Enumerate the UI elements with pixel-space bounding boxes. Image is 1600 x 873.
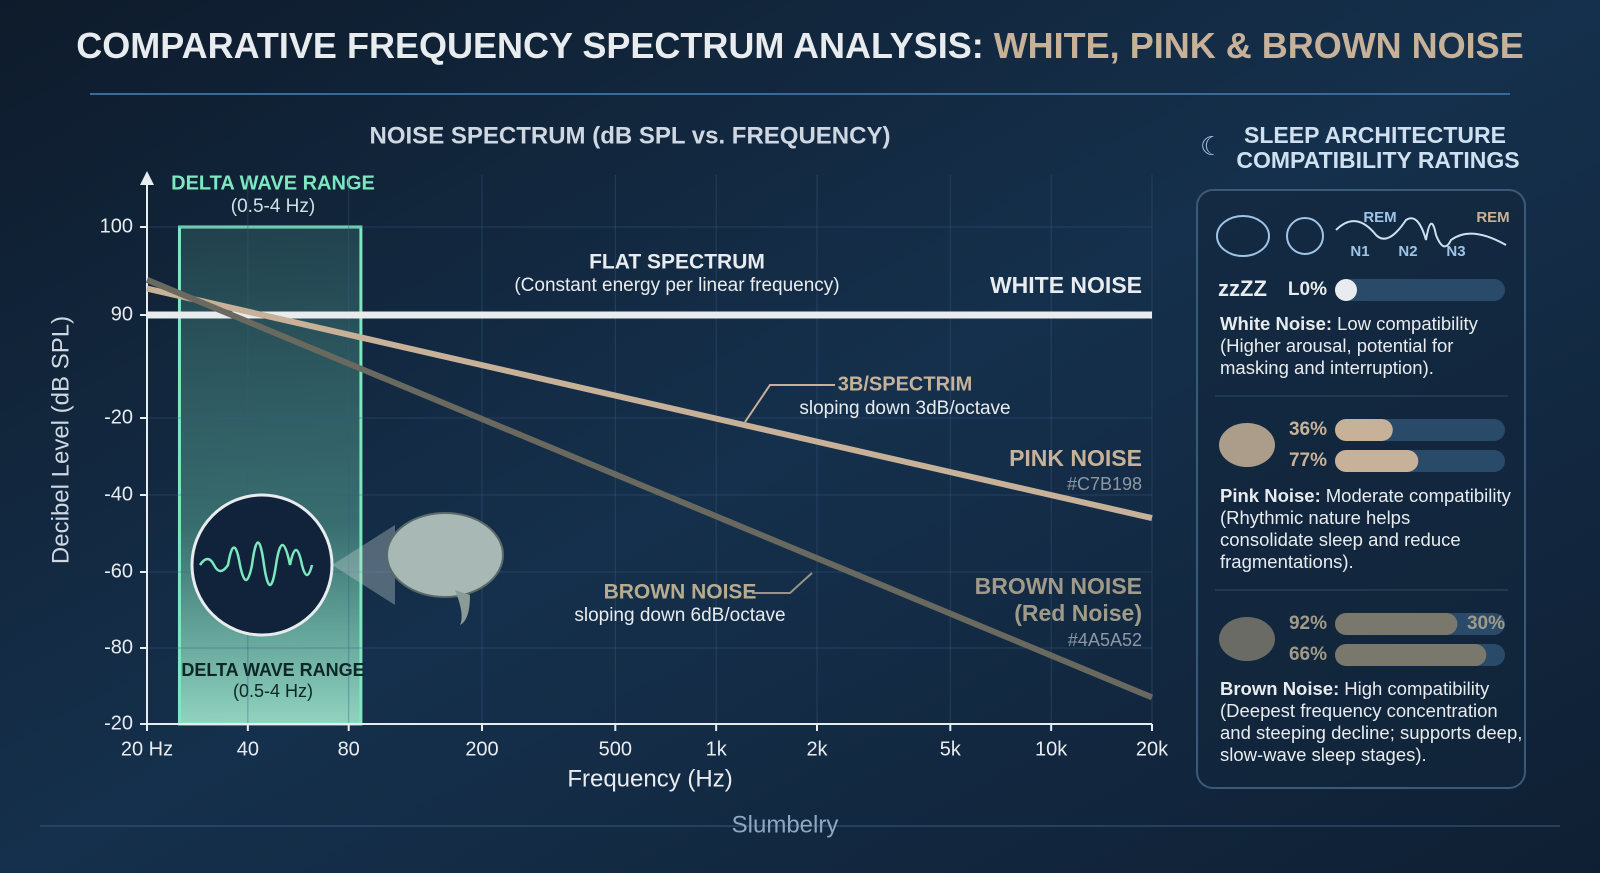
wave-icon xyxy=(190,493,334,637)
sleep-icon: zzZZ xyxy=(1218,276,1267,301)
stage-label: N2 xyxy=(1398,243,1417,260)
brain-icon xyxy=(1219,617,1275,661)
page-title: COMPARATIVE FREQUENCY SPECTRUM ANALYSIS:… xyxy=(76,25,1523,66)
plot: DELTA WAVE RANGE(0.5-4 Hz)DELTA WAVE RAN… xyxy=(100,171,1169,760)
panel-title: SLEEP ARCHITECTURE xyxy=(1244,122,1506,148)
x-tick-label: 1k xyxy=(706,738,728,760)
series-label: WHITE NOISE xyxy=(990,272,1142,298)
rating-desc-line: High compatibility xyxy=(1344,678,1490,699)
rating-bar xyxy=(1335,644,1487,666)
series-line xyxy=(146,285,1153,522)
rating-name: Pink Noise: xyxy=(1220,485,1321,506)
y-axis-arrow xyxy=(140,171,154,185)
y-tick-label: -20 xyxy=(104,406,133,428)
brain-icon xyxy=(455,590,470,625)
rating-desc-line: masking and interruption). xyxy=(1220,357,1434,378)
y-tick-label: -60 xyxy=(104,560,133,582)
rating-desc-line: slow-wave sleep stages). xyxy=(1220,744,1427,765)
rating-desc: White Noise: Low compatibility xyxy=(1220,313,1479,334)
annotation: sloping down 3dB/octave xyxy=(799,398,1010,419)
x-tick-label: 10k xyxy=(1035,738,1068,760)
stage-label: REM xyxy=(1476,209,1509,226)
rating-bar xyxy=(1335,613,1458,635)
x-tick-label: 80 xyxy=(338,738,360,760)
series-label: BROWN NOISE xyxy=(975,573,1142,599)
band-sublabel: (0.5-4 Hz) xyxy=(233,681,313,701)
annotation: FLAT SPECTRUM xyxy=(589,251,765,274)
annotation: sloping down 6dB/octave xyxy=(574,605,785,626)
rating-label: 66% xyxy=(1289,644,1327,665)
panel xyxy=(1196,189,1526,789)
rating-bar xyxy=(1335,419,1393,441)
rating-desc-line: consolidate sleep and reduce xyxy=(1220,529,1461,550)
rating-desc: Pink Noise: Moderate compatibility xyxy=(1220,485,1512,506)
rating-track xyxy=(1335,279,1505,301)
x-tick-label: 20 Hz xyxy=(121,738,173,760)
x-tick-label: 40 xyxy=(237,738,259,760)
rating-desc-line: Moderate compatibility xyxy=(1326,485,1512,506)
hypnogram xyxy=(1335,217,1507,248)
rating-label: 77% xyxy=(1289,450,1327,471)
band-sublabel: (0.5-4 Hz) xyxy=(231,196,315,217)
y-tick-label: 100 xyxy=(100,215,133,237)
rating-desc-line: (Rhythmic nature helps xyxy=(1220,507,1410,528)
wave-icon xyxy=(198,541,314,587)
brain-icon xyxy=(386,512,504,598)
x-tick-label: 20k xyxy=(1136,738,1169,760)
x-tick-label: 2k xyxy=(806,738,828,760)
x-axis-label: Frequency (Hz) xyxy=(567,765,732,792)
stage-label: N1 xyxy=(1350,243,1369,260)
leader-line xyxy=(744,384,835,423)
rating-name: Brown Noise: xyxy=(1220,678,1339,699)
annotation: BROWN NOISE xyxy=(604,581,757,604)
brand: Slumbelry xyxy=(732,811,839,838)
rating-name: White Noise: xyxy=(1220,313,1332,334)
rating-desc-line: fragmentations). xyxy=(1220,551,1354,572)
rating-desc-line: and steeping decline; supports deep, xyxy=(1220,722,1522,743)
rating-bar xyxy=(1335,450,1419,472)
stage-label: REM xyxy=(1363,209,1396,226)
chart-title: NOISE SPECTRUM (dB SPL vs. FREQUENCY) xyxy=(370,122,891,149)
title-main: COMPARATIVE FREQUENCY SPECTRUM ANALYSIS: xyxy=(76,25,993,66)
annotation: (Red Noise) xyxy=(1014,600,1142,626)
band-label: DELTA WAVE RANGE xyxy=(171,172,375,194)
pointer xyxy=(332,525,395,605)
rating-desc-line: (Deepest frequency concentration xyxy=(1220,700,1498,721)
y-tick-label: -80 xyxy=(104,636,133,658)
x-tick-label: 500 xyxy=(599,738,632,760)
panel-content: REM N1 N2 N3 REM zzZZ L0% White Noise: Low compa… xyxy=(1215,209,1522,765)
delta-band xyxy=(177,225,363,726)
y-tick-label: 90 xyxy=(111,303,133,325)
rating-desc: Brown Noise: High compatibility xyxy=(1220,678,1490,699)
rating-bar xyxy=(1335,279,1357,301)
series-line xyxy=(145,277,1154,701)
rating-label: 36% xyxy=(1289,419,1327,440)
annotation: 3B/SPECTRIM xyxy=(838,373,972,395)
x-tick-label: 200 xyxy=(465,738,498,760)
head-icon xyxy=(1286,217,1324,255)
brain-icon xyxy=(1216,215,1270,257)
annotation: (Constant energy per linear frequency) xyxy=(514,275,839,296)
annotations: FLAT SPECTRUM (Constant energy per linea… xyxy=(190,251,1142,650)
annotation: #4A5A52 xyxy=(1068,630,1142,650)
rating-label: 30% xyxy=(1467,613,1505,634)
moon-icon: ☾ xyxy=(1200,131,1223,161)
y-tick-label: -20 xyxy=(104,712,133,734)
leader-line xyxy=(752,572,813,594)
title-highlight: WHITE, PINK & BROWN NOISE xyxy=(994,25,1524,66)
rating-desc-line: (Higher arousal, potential for xyxy=(1220,335,1453,356)
band-label: DELTA WAVE RANGE xyxy=(181,660,364,680)
y-axis-label: Decibel Level (dB SPL) xyxy=(47,316,74,564)
rating-label: 92% xyxy=(1289,613,1327,634)
rating-desc-line: Low compatibility xyxy=(1337,313,1479,334)
annotation: #C7B198 xyxy=(1067,474,1142,494)
stage-label: N3 xyxy=(1446,243,1465,260)
brain-icon xyxy=(1219,423,1275,467)
panel-title: COMPATIBILITY RATINGS xyxy=(1236,147,1519,173)
y-tick-label: -40 xyxy=(104,483,133,505)
x-tick-label: 5k xyxy=(940,738,962,760)
rating-label: L0% xyxy=(1288,279,1327,300)
series-label: PINK NOISE xyxy=(1009,445,1142,471)
